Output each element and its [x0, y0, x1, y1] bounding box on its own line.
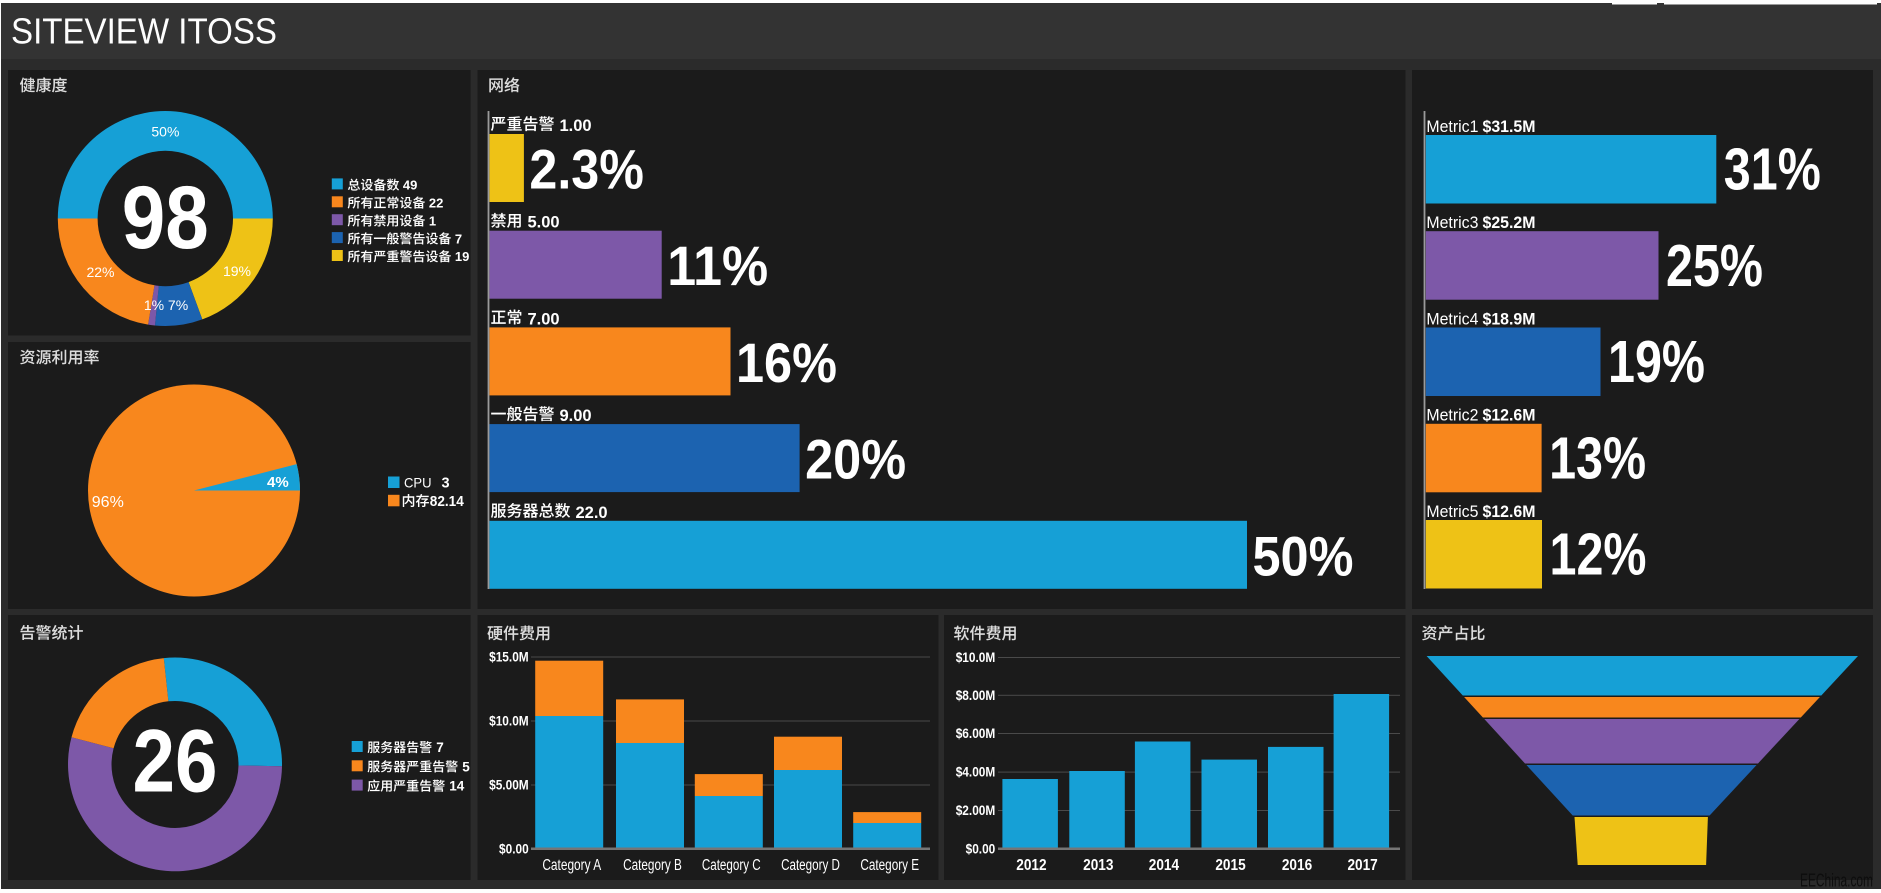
svg-text:7.00: 7.00 — [528, 310, 560, 328]
svg-text:7: 7 — [455, 231, 462, 246]
svg-text:$0.00: $0.00 — [966, 841, 996, 857]
svg-text:13%: 13% — [1549, 425, 1646, 491]
svg-text:50%: 50% — [1253, 524, 1354, 587]
svg-text:Category E: Category E — [860, 857, 919, 874]
svg-text:$5.00M: $5.00M — [489, 777, 529, 793]
svg-text:4%: 4% — [267, 474, 289, 491]
svg-text:$15.0M: $15.0M — [489, 649, 529, 665]
svg-text:11%: 11% — [667, 234, 768, 297]
svg-text:26: 26 — [133, 711, 218, 811]
svg-text:$8.00M: $8.00M — [956, 687, 996, 703]
svg-text:19: 19 — [455, 249, 469, 264]
svg-text:9.00: 9.00 — [560, 407, 592, 425]
svg-text:$31.5M: $31.5M — [1483, 117, 1536, 136]
svg-text:12%: 12% — [1550, 522, 1647, 588]
svg-text:14: 14 — [449, 779, 465, 794]
svg-text:49: 49 — [403, 178, 417, 193]
svg-text:Metric1: Metric1 — [1426, 117, 1478, 136]
svg-text:22.0: 22.0 — [576, 504, 608, 522]
svg-text:2016: 2016 — [1282, 857, 1313, 874]
svg-text:Metric3: Metric3 — [1426, 213, 1478, 232]
svg-text:$25.2M: $25.2M — [1483, 213, 1536, 232]
svg-text:Category A: Category A — [542, 857, 601, 874]
svg-text:1.00: 1.00 — [560, 117, 592, 135]
svg-text:2017: 2017 — [1347, 857, 1377, 874]
svg-text:5: 5 — [462, 759, 470, 774]
svg-text:1: 1 — [429, 213, 436, 228]
svg-text:CPU: CPU — [404, 475, 432, 491]
svg-text:Metric4: Metric4 — [1426, 309, 1478, 328]
svg-text:3: 3 — [442, 476, 450, 492]
svg-text:22%: 22% — [86, 264, 114, 280]
svg-text:31%: 31% — [1724, 137, 1821, 203]
svg-text:25%: 25% — [1666, 233, 1763, 299]
svg-text:$10.0M: $10.0M — [956, 649, 996, 665]
svg-text:SITEVIEW ITOSS: SITEVIEW ITOSS — [11, 11, 277, 52]
svg-text:$12.6M: $12.6M — [1483, 502, 1536, 521]
svg-text:5.00: 5.00 — [528, 214, 560, 232]
svg-text:50%: 50% — [151, 124, 179, 140]
svg-text:Metric5: Metric5 — [1426, 502, 1478, 521]
svg-text:1% 7%: 1% 7% — [144, 297, 188, 313]
svg-text:2.3%: 2.3% — [529, 138, 644, 201]
svg-text:Category B: Category B — [623, 857, 682, 874]
svg-text:$6.00M: $6.00M — [956, 725, 996, 741]
svg-text:Category D: Category D — [781, 857, 840, 874]
svg-text:2014: 2014 — [1149, 857, 1180, 874]
svg-text:$18.9M: $18.9M — [1483, 309, 1536, 328]
svg-text:$10.0M: $10.0M — [489, 713, 529, 729]
svg-text:98: 98 — [122, 167, 209, 267]
svg-text:22: 22 — [429, 196, 443, 211]
svg-text:2013: 2013 — [1083, 857, 1114, 874]
svg-text:19%: 19% — [1608, 329, 1705, 395]
svg-text:2015: 2015 — [1215, 857, 1246, 874]
svg-text:$12.6M: $12.6M — [1483, 406, 1536, 425]
svg-text:2012: 2012 — [1016, 857, 1046, 874]
svg-text:96%: 96% — [92, 494, 124, 511]
svg-text:19%: 19% — [223, 263, 251, 279]
svg-text:$2.00M: $2.00M — [956, 802, 996, 818]
svg-text:$4.00M: $4.00M — [956, 764, 996, 780]
svg-text:16%: 16% — [736, 331, 837, 394]
svg-text:82.14: 82.14 — [430, 493, 465, 510]
svg-text:Metric2: Metric2 — [1426, 406, 1478, 425]
svg-text:$0.00: $0.00 — [499, 841, 529, 857]
svg-text:20%: 20% — [805, 428, 906, 491]
svg-text:EEChina.com: EEChina.com — [1800, 870, 1873, 891]
svg-text:Category C: Category C — [702, 857, 761, 874]
svg-text:7: 7 — [436, 740, 444, 755]
